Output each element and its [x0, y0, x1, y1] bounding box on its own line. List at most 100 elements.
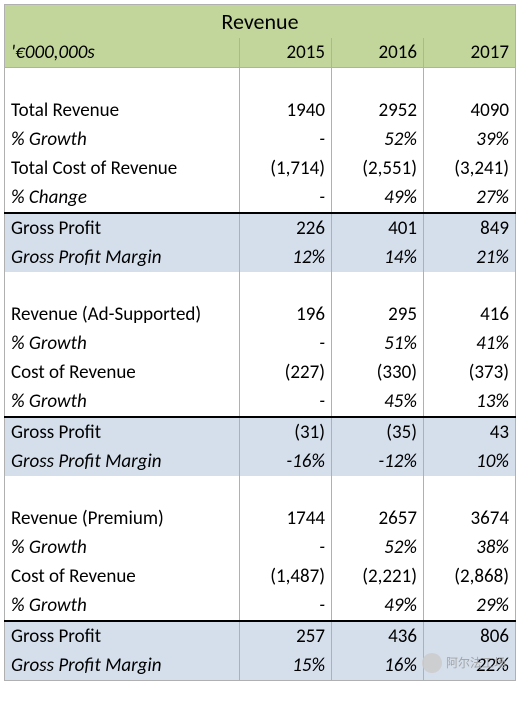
cell: 21%: [424, 243, 516, 272]
cell: 1744: [240, 504, 332, 533]
cell: -: [240, 591, 332, 621]
revenue-table: Revenue '€000,000s 2015 2016 2017 Total …: [4, 4, 516, 681]
table-row: % Growth-45%13%: [5, 387, 516, 417]
table-row: % Growth-51%41%: [5, 329, 516, 358]
row-label: Gross Profit: [5, 213, 240, 243]
cell: (2,868): [424, 562, 516, 591]
table-title-row: Revenue: [5, 5, 516, 39]
cell: -: [240, 183, 332, 213]
row-label: Cost of Revenue: [5, 562, 240, 591]
table-row: Total Cost of Revenue(1,714)(2,551)(3,24…: [5, 154, 516, 183]
cell: 43: [424, 417, 516, 447]
cell: (1,487): [240, 562, 332, 591]
cell: 14%: [332, 243, 424, 272]
watermark-text: 阿尔法工场: [446, 654, 506, 671]
cell: (2,221): [332, 562, 424, 591]
cell: 12%: [240, 243, 332, 272]
table-row: Cost of Revenue(1,487)(2,221)(2,868): [5, 562, 516, 591]
cell: (3,241): [424, 154, 516, 183]
cell: (227): [240, 358, 332, 387]
table-title: Revenue: [5, 5, 516, 39]
year-2016: 2016: [332, 38, 424, 68]
cell: (35): [332, 417, 424, 447]
row-label: % Change: [5, 183, 240, 213]
cell: 16%: [332, 651, 424, 681]
row-label: Total Revenue: [5, 96, 240, 125]
table-row: % Growth-52%38%: [5, 533, 516, 562]
table-header-row: '€000,000s 2015 2016 2017: [5, 38, 516, 68]
spacer-row: [5, 68, 516, 96]
row-label: % Growth: [5, 329, 240, 358]
row-label: Total Cost of Revenue: [5, 154, 240, 183]
cell: 436: [332, 621, 424, 651]
spacer-row: [5, 476, 516, 504]
cell: 295: [332, 300, 424, 329]
cell: 2952: [332, 96, 424, 125]
table-row: % Growth-52%39%: [5, 125, 516, 154]
cell: 806: [424, 621, 516, 651]
cell: 4090: [424, 96, 516, 125]
cell: 2657: [332, 504, 424, 533]
cell: -: [240, 329, 332, 358]
table-row: Gross Profit257436806: [5, 621, 516, 651]
cell: 10%: [424, 447, 516, 476]
table-row: Gross Profit(31)(35)43: [5, 417, 516, 447]
row-label: Gross Profit Margin: [5, 651, 240, 681]
cell: -: [240, 125, 332, 154]
cell: 849: [424, 213, 516, 243]
cell: 49%: [332, 183, 424, 213]
table-row: % Growth-49%29%: [5, 591, 516, 621]
table-row: % Change-49%27%: [5, 183, 516, 213]
cell: 52%: [332, 125, 424, 154]
watermark: 阿尔法工场: [422, 653, 506, 673]
cell: 51%: [332, 329, 424, 358]
row-label: % Growth: [5, 387, 240, 417]
cell: 38%: [424, 533, 516, 562]
row-label: % Growth: [5, 125, 240, 154]
cell: 29%: [424, 591, 516, 621]
cell: 49%: [332, 591, 424, 621]
cell: (1,714): [240, 154, 332, 183]
row-label: Gross Profit Margin: [5, 243, 240, 272]
row-label: Revenue (Premium): [5, 504, 240, 533]
watermark-icon: [422, 653, 442, 673]
cell: (2,551): [332, 154, 424, 183]
year-2017: 2017: [424, 38, 516, 68]
table-row: Gross Profit Margin12%14%21%: [5, 243, 516, 272]
row-label: Gross Profit: [5, 621, 240, 651]
cell: 52%: [332, 533, 424, 562]
cell: 416: [424, 300, 516, 329]
cell: 13%: [424, 387, 516, 417]
cell: 27%: [424, 183, 516, 213]
cell: -16%: [240, 447, 332, 476]
row-label: Cost of Revenue: [5, 358, 240, 387]
spacer-row: [5, 272, 516, 300]
cell: (330): [332, 358, 424, 387]
cell: -: [240, 533, 332, 562]
cell: -12%: [332, 447, 424, 476]
table-row: Revenue (Premium)174426573674: [5, 504, 516, 533]
year-2015: 2015: [240, 38, 332, 68]
cell: 39%: [424, 125, 516, 154]
row-label: Gross Profit Margin: [5, 447, 240, 476]
cell: 226: [240, 213, 332, 243]
cell: 196: [240, 300, 332, 329]
cell: 15%: [240, 651, 332, 681]
table-row: Gross Profit Margin-16%-12%10%: [5, 447, 516, 476]
cell: 1940: [240, 96, 332, 125]
table-row: Gross Profit226401849: [5, 213, 516, 243]
cell: -: [240, 387, 332, 417]
unit-label: '€000,000s: [5, 38, 240, 68]
cell: (373): [424, 358, 516, 387]
table-row: Total Revenue194029524090: [5, 96, 516, 125]
cell: (31): [240, 417, 332, 447]
cell: 401: [332, 213, 424, 243]
row-label: % Growth: [5, 533, 240, 562]
row-label: % Growth: [5, 591, 240, 621]
cell: 257: [240, 621, 332, 651]
table-row: Cost of Revenue(227)(330)(373): [5, 358, 516, 387]
row-label: Gross Profit: [5, 417, 240, 447]
cell: 3674: [424, 504, 516, 533]
row-label: Revenue (Ad-Supported): [5, 300, 240, 329]
cell: 41%: [424, 329, 516, 358]
